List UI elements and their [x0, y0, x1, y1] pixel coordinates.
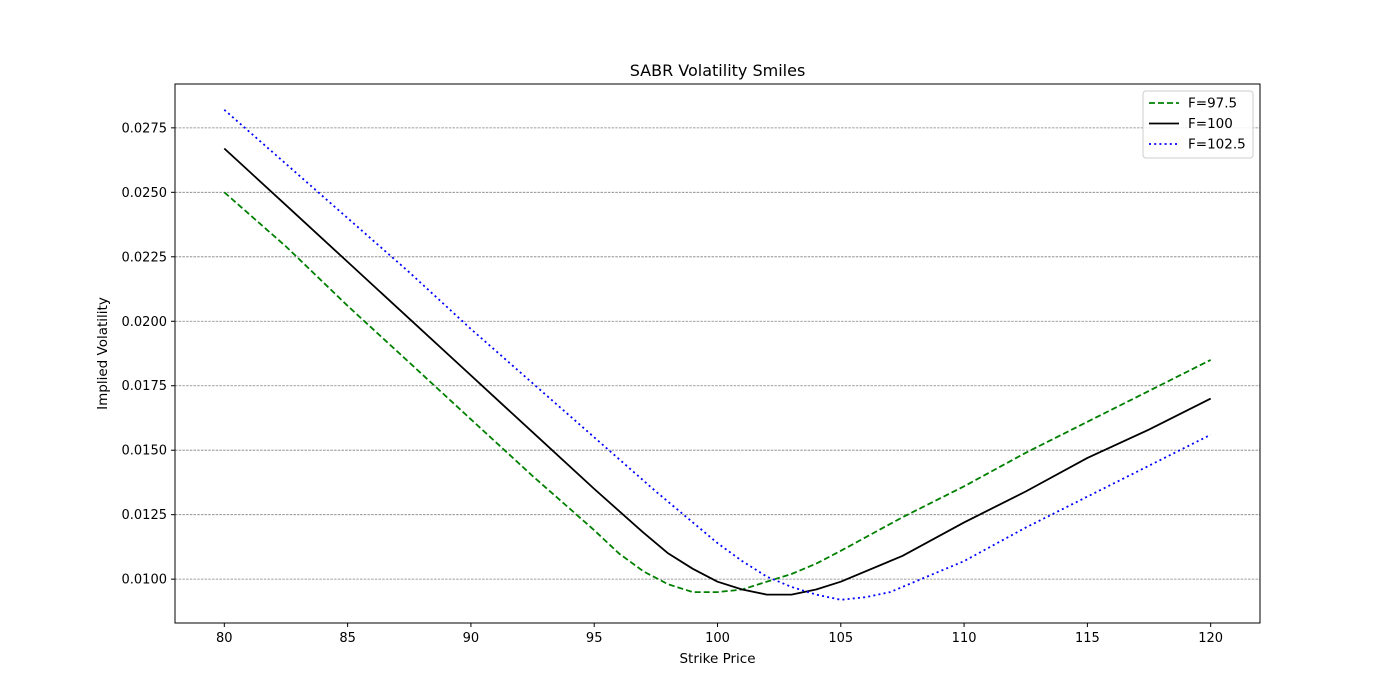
y-tick-label: 0.0100 [122, 573, 168, 588]
x-tick-label: 85 [339, 631, 356, 646]
legend-label: F=102.5 [1188, 137, 1246, 153]
legend-box [1142, 90, 1254, 159]
legend-label: F=100 [1188, 116, 1233, 132]
y-tick-label: 0.0225 [122, 250, 168, 265]
x-tick-label: 80 [216, 631, 233, 646]
series-line [223, 147, 1212, 596]
x-tick-label: 95 [586, 631, 603, 646]
x-tick-label: 115 [1075, 631, 1100, 646]
y-tick-label: 0.0175 [122, 379, 168, 394]
chart-title: SABR Volatility Smiles [630, 61, 806, 80]
y-tick-label: 0.0200 [122, 315, 168, 330]
legend-label: F=97.5 [1188, 96, 1237, 112]
legend: F=97.5 F=100 F=102.5 [1142, 90, 1254, 159]
series-line [223, 191, 1212, 593]
y-axis-label: Implied Volatility [95, 297, 111, 410]
grid [175, 127, 1260, 580]
y-axis: 0.0100 0.0125 0.0150 0.0175 0.0200 0.0225 0.02… [122, 121, 175, 588]
x-tick-label: 110 [952, 631, 977, 646]
plot-area [223, 109, 1212, 601]
y-tick-label: 0.0125 [122, 508, 168, 523]
x-tick-label: 120 [1198, 631, 1223, 646]
y-tick-label: 0.0275 [122, 121, 168, 136]
y-tick-label: 0.0150 [122, 444, 168, 459]
x-tick-label: 100 [705, 631, 730, 646]
x-axis-label: Strike Price [679, 651, 755, 667]
x-tick-label: 90 [463, 631, 480, 646]
x-axis: 80 85 90 95 100 105 110 115 120 [216, 623, 1223, 646]
y-tick-label: 0.0250 [122, 186, 168, 201]
x-tick-label: 105 [828, 631, 853, 646]
